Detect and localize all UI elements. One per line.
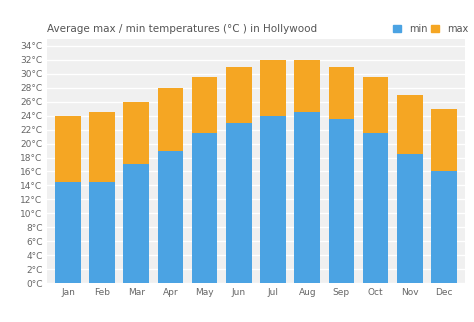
Bar bbox=[294, 112, 320, 283]
Bar bbox=[158, 88, 183, 150]
Bar bbox=[294, 60, 320, 112]
Bar bbox=[55, 116, 81, 182]
Bar bbox=[397, 95, 423, 154]
Bar bbox=[431, 109, 457, 172]
Bar bbox=[158, 150, 183, 283]
Bar bbox=[192, 77, 218, 133]
Bar bbox=[226, 67, 252, 123]
Bar bbox=[328, 119, 354, 283]
Bar bbox=[123, 101, 149, 165]
Bar bbox=[123, 165, 149, 283]
Bar bbox=[89, 182, 115, 283]
Bar bbox=[89, 112, 115, 182]
Text: Average max / min temperatures (°C ) in Hollywood: Average max / min temperatures (°C ) in … bbox=[47, 24, 318, 34]
Bar bbox=[397, 154, 423, 283]
Bar bbox=[192, 133, 218, 283]
Bar bbox=[363, 133, 389, 283]
Bar bbox=[260, 60, 286, 116]
Bar bbox=[431, 172, 457, 283]
Bar bbox=[226, 123, 252, 283]
Bar bbox=[363, 77, 389, 133]
Bar bbox=[328, 67, 354, 119]
Legend: min, max: min, max bbox=[393, 24, 468, 34]
Bar bbox=[55, 182, 81, 283]
Bar bbox=[260, 116, 286, 283]
